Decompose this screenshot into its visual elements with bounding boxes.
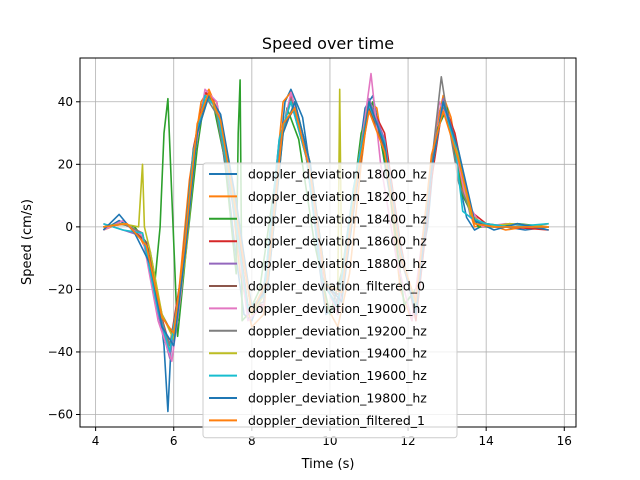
legend-entry-label: doppler_deviation_19000_hz <box>248 301 427 316</box>
legend-entry-label: doppler_deviation_filtered_1 <box>248 413 425 428</box>
series-line-10 <box>102 94 549 347</box>
y-tick-label: −40 <box>48 345 73 359</box>
legend-entry-label: doppler_deviation_18800_hz <box>248 256 427 271</box>
legend-entry-label: doppler_deviation_18600_hz <box>248 234 427 249</box>
y-tick-label: 40 <box>58 95 73 109</box>
legend-entry-label: doppler_deviation_19400_hz <box>248 346 427 361</box>
legend-entry-label: doppler_deviation_18000_hz <box>248 167 427 182</box>
x-tick-label: 4 <box>92 434 100 448</box>
x-tick-label: 8 <box>248 434 256 448</box>
legend-box <box>202 162 458 439</box>
y-axis-ticks: −60 −40 −20 0 20 40 <box>48 95 80 421</box>
y-tick-label: 20 <box>58 157 73 171</box>
y-axis-label: Speed (cm/s) <box>20 199 35 285</box>
x-tick-label: 16 <box>557 434 572 448</box>
y-tick-label: −60 <box>48 407 73 421</box>
legend-entry-label: doppler_deviation_19800_hz <box>248 391 427 406</box>
legend-entry-label: doppler_deviation_filtered_0 <box>248 279 425 294</box>
y-tick-label: −20 <box>48 282 73 296</box>
legend-entry-label: doppler_deviation_19600_hz <box>248 368 427 383</box>
y-tick-label: 0 <box>65 220 73 234</box>
x-tick-label: 14 <box>479 434 494 448</box>
legend-entry-label: doppler_deviation_18400_hz <box>248 211 427 226</box>
x-tick-label: 6 <box>170 434 178 448</box>
legend-entry-label: doppler_deviation_18200_hz <box>248 189 427 204</box>
legend: doppler_deviation_18000_hz doppler_deviat… <box>202 162 458 439</box>
x-axis-label: Time (s) <box>301 457 355 472</box>
legend-entry-label: doppler_deviation_19200_hz <box>248 323 427 338</box>
chart-title: Speed over time <box>262 34 394 53</box>
